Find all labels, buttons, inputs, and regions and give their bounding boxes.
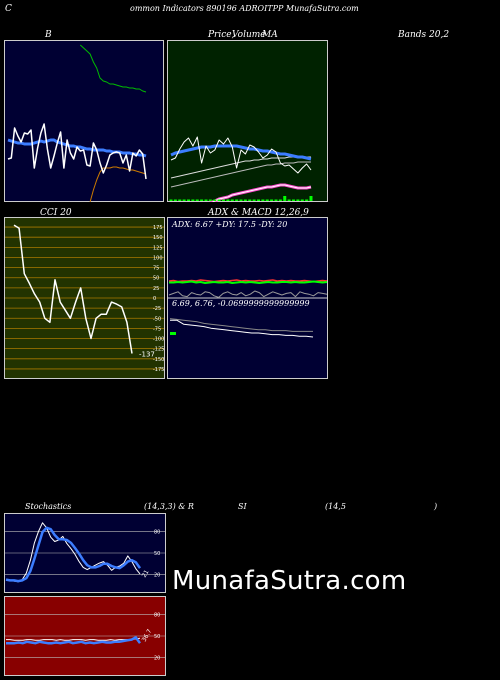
bands-title: Bands 20,2 <box>398 30 450 40</box>
cci-tick-label: 125 <box>153 245 163 251</box>
price-panel <box>167 40 328 202</box>
volume-bar <box>200 199 204 201</box>
stoch-tick-label: 20 <box>154 573 160 579</box>
cci-tick-label: -125 <box>153 347 164 353</box>
bollinger-bg <box>4 40 164 202</box>
rsi-rsi_blue-line <box>6 636 142 645</box>
bollinger-price-line <box>7 123 147 180</box>
volume-bar <box>274 199 278 201</box>
volume-bar <box>243 199 247 201</box>
cci-tick-label: -175 <box>153 367 164 373</box>
cci-tick-label: -25 <box>153 306 161 312</box>
ma-pink-core-line <box>211 184 312 202</box>
header-title: ommon Indicators 890196 ADROITPP MunafaS… <box>130 4 359 13</box>
cci-tick-label: 25 <box>153 286 159 292</box>
volume-bar <box>292 199 295 201</box>
cci-tick-label: -50 <box>153 316 161 322</box>
volume-bar <box>239 199 243 201</box>
plus-dy-line <box>169 280 328 284</box>
volume-bar <box>278 199 282 201</box>
bollinger-title: B <box>45 30 52 40</box>
rsi-tick-label: 80 <box>154 612 160 618</box>
stoch-title: Stochastics <box>25 502 72 511</box>
minus-dy-line <box>168 279 328 283</box>
volume-bar <box>309 196 313 201</box>
adx-title: ADX & MACD 12,26,9 <box>208 208 309 218</box>
rsi-tick-label: 20 <box>154 656 160 662</box>
volume-bar <box>265 199 269 201</box>
volume-bar <box>261 199 265 201</box>
ma-white-line-1 <box>170 156 311 179</box>
ma-blue-line <box>170 144 312 161</box>
cci-panel: 175 150 125 100 75 50 25 0 -25 -50 -75 -100 -125 -150… <box>4 217 165 379</box>
volume-bar <box>226 199 230 201</box>
bollinger-panel <box>4 40 164 202</box>
stoch-panel: 80 50 20 21 <box>4 513 166 593</box>
ma-white-line-2 <box>170 161 311 188</box>
price-bg <box>167 40 328 202</box>
volume-bar <box>173 199 177 201</box>
cci-tick-label: -150 <box>153 357 164 363</box>
stoch-d-line <box>5 526 142 583</box>
volume-bar <box>296 199 300 201</box>
bollinger-upper-line <box>79 44 147 93</box>
volume-bar <box>230 199 234 201</box>
macd-line <box>170 319 314 338</box>
adx-line <box>168 290 328 298</box>
adx-panel <box>167 217 328 379</box>
ma-title: MA <box>262 30 278 40</box>
volume-bar <box>187 199 190 201</box>
macd-histogram-bar <box>170 332 176 335</box>
volume-bar <box>204 199 208 201</box>
volume-bar <box>257 199 260 201</box>
adx-values: ADX: 6.67 +DY: 17.5 -DY: 20 <box>172 220 288 229</box>
cci-tick-label: -100 <box>153 337 164 343</box>
macd-signal-line <box>169 318 313 332</box>
price-title: Price, <box>208 30 235 40</box>
volume-title: Volume <box>232 30 266 40</box>
volume-bar <box>248 199 252 201</box>
cci-current-label: -137 <box>139 351 155 359</box>
volume-bar <box>213 199 217 201</box>
volume-bar <box>217 199 221 201</box>
stoch-tick-label: 50 <box>154 551 160 557</box>
volume-bar <box>235 199 239 201</box>
volume-bar <box>283 196 287 201</box>
bollinger-lower-line <box>89 166 147 202</box>
volume-bar <box>287 199 291 201</box>
rsi-close: ) <box>434 502 438 511</box>
stoch-params: (14,3,3) & R <box>144 502 194 511</box>
rsi-rsi_white-line <box>6 637 141 641</box>
volume-bar <box>191 199 195 201</box>
cci-line <box>13 224 133 354</box>
cci-tick-label: 150 <box>153 235 163 241</box>
stoch-tick-label: 80 <box>154 529 160 535</box>
cci-tick-label: 0 <box>153 296 156 302</box>
volume-bar <box>270 199 274 201</box>
cci-title: CCI 20 <box>40 208 72 218</box>
header-left: C <box>5 4 12 14</box>
volume-bar <box>178 199 182 201</box>
volume-bar <box>169 199 173 201</box>
cci-tick-label: 100 <box>153 255 163 261</box>
watermark-text: MunafaSutra.com <box>172 566 407 596</box>
cci-tick-label: -75 <box>153 326 161 332</box>
volume-bar <box>208 199 212 201</box>
volume-bar <box>305 199 309 201</box>
cci-tick-label: 50 <box>153 276 159 282</box>
rsi-params: (14,5 <box>325 502 346 511</box>
volume-bar <box>300 199 304 201</box>
cci-tick-label: 175 <box>153 225 163 231</box>
price-line <box>170 136 312 174</box>
volume-bar <box>182 199 186 201</box>
volume-bar <box>195 199 199 201</box>
rsi-tick-label: 50 <box>154 634 160 640</box>
rsi-si: SI <box>238 502 247 511</box>
macd-values: 6.69, 6.76, -0.0699999999999999 <box>172 299 310 308</box>
volume-bar <box>252 199 256 201</box>
volume-bar <box>222 199 225 201</box>
cci-tick-label: 75 <box>153 266 159 272</box>
stoch-current-label: 21 <box>141 569 151 579</box>
